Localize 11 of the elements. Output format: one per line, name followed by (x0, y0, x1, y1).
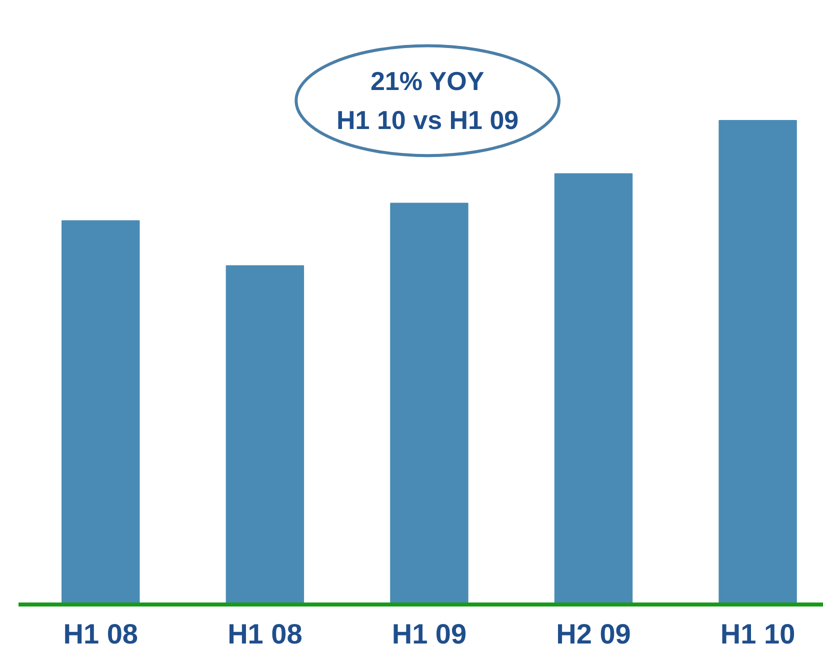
x-tick-label: H1 08 (228, 618, 302, 650)
bar (718, 120, 797, 604)
x-tick-label: H1 08 (63, 618, 138, 650)
bar (62, 220, 140, 604)
x-tick-label: H2 09 (556, 618, 631, 650)
annotation: 21% YOY H1 10 vs H1 09 (336, 66, 519, 136)
x-tick-label: H1 10 (720, 618, 796, 650)
bar (226, 265, 304, 604)
bar (554, 173, 633, 604)
bar (390, 202, 468, 604)
x-tick-label: H1 09 (392, 618, 467, 650)
